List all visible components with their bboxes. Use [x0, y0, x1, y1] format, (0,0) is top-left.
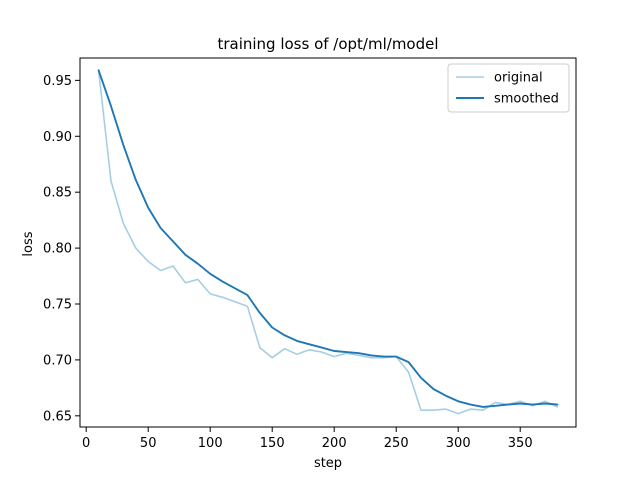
- y-tick-label: 0.70: [43, 353, 72, 368]
- legend-box: [447, 63, 570, 113]
- y-axis-ticks: 0.65 0.70 0.75 0.80 0.85 0.90 0.95: [43, 74, 80, 424]
- legend-label-smoothed: smoothed: [494, 92, 559, 107]
- chart-title: training loss of /opt/ml/model: [217, 35, 438, 53]
- x-tick-label: 150: [260, 436, 285, 451]
- x-tick-label: 200: [322, 436, 347, 451]
- x-axis-label: step: [314, 456, 342, 471]
- series-line-original: [97, 69, 559, 415]
- x-tick-label: 100: [198, 436, 223, 451]
- x-tick-label: 50: [140, 436, 157, 451]
- x-tick-label: 350: [508, 436, 533, 451]
- y-tick-label: 0.80: [43, 242, 72, 257]
- x-tick-label: 250: [384, 436, 409, 451]
- y-tick-label: 0.85: [43, 186, 72, 201]
- y-tick-label: 0.95: [43, 74, 72, 89]
- y-axis-label: loss: [21, 231, 36, 256]
- y-tick-label: 0.90: [43, 130, 72, 145]
- plot-area: [97, 69, 559, 415]
- y-tick-label: 0.75: [43, 298, 72, 313]
- x-tick-label: 300: [446, 436, 471, 451]
- y-tick-label: 0.65: [43, 409, 72, 424]
- series-line-smoothed: [97, 69, 559, 408]
- legend-label-original: original: [494, 71, 543, 86]
- x-axis-ticks: 0 50 100 150 200 250 300 350: [82, 427, 533, 451]
- axes-frame: [79, 57, 577, 428]
- x-tick-label: 0: [82, 436, 90, 451]
- legend: original smoothed: [447, 63, 570, 113]
